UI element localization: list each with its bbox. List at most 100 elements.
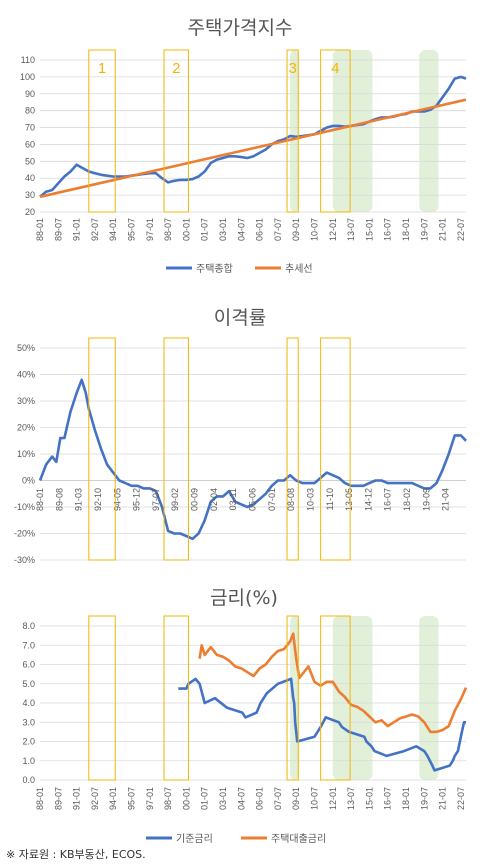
y-tick-label: 0% xyxy=(22,476,35,486)
x-tick-label: 99-02 xyxy=(170,488,180,511)
gridlines xyxy=(40,59,466,781)
shaded-period-2-1 xyxy=(332,616,373,780)
y-tick-label: 2.0 xyxy=(22,737,35,747)
series-line-2-0 xyxy=(178,677,466,772)
x-tick-label: 10-07 xyxy=(310,787,320,810)
x-tick-label: 98-07 xyxy=(163,218,173,241)
x-tick-label: 05-06 xyxy=(247,488,257,511)
y-tick-label: 100 xyxy=(20,72,35,82)
legend-label: 주택종합 xyxy=(196,263,233,275)
y-tick-label: 60 xyxy=(25,139,35,149)
series-line-0-0 xyxy=(39,75,467,198)
x-tick-label: 95-07 xyxy=(127,787,137,810)
x-tick-label: 06-01 xyxy=(255,787,265,810)
period-box-4 xyxy=(320,49,351,213)
axis-labels: 20 30 40 50 60 70 80 90 100 110 88-01 89-07 91-01 92-… xyxy=(14,55,466,810)
x-tick-label: 22-07 xyxy=(456,787,466,810)
x-tick-label: 97-07 xyxy=(151,488,161,511)
x-tick-label: 19-09 xyxy=(421,488,431,511)
shaded-period-0-0 xyxy=(290,50,300,212)
legend-label: 추세선 xyxy=(285,263,313,275)
x-tick-label: 95-07 xyxy=(127,218,137,241)
x-tick-label: 19-07 xyxy=(419,218,429,241)
x-tick-label: 09-01 xyxy=(291,787,301,810)
y-tick-label: 90 xyxy=(25,89,35,99)
y-tick-label: -30% xyxy=(14,555,35,565)
y-tick-label: 5.0 xyxy=(22,679,35,689)
x-tick-label: 10-07 xyxy=(310,218,320,241)
x-tick-label: 13-05 xyxy=(344,488,354,511)
x-tick-label: 16-07 xyxy=(383,218,393,241)
x-tick-label: 94-01 xyxy=(108,787,118,810)
y-tick-label: -10% xyxy=(14,502,35,512)
x-tick-label: 00-01 xyxy=(181,787,191,810)
x-tick-label: 14-12 xyxy=(363,488,373,511)
x-tick-label: 97-01 xyxy=(145,218,155,241)
x-tick-label: 01-07 xyxy=(200,218,210,241)
x-tick-label: 08-08 xyxy=(286,488,296,511)
y-tick-label: 40% xyxy=(17,370,35,380)
period-box-label: 4 xyxy=(331,60,339,77)
period-box-3 xyxy=(286,49,299,213)
x-tick-label: 18-02 xyxy=(402,488,412,511)
x-tick-label: 18-01 xyxy=(401,218,411,241)
x-tick-label: 01-07 xyxy=(200,787,210,810)
x-tick-label: 18-01 xyxy=(401,787,411,810)
x-tick-label: 12-01 xyxy=(328,787,338,810)
x-tick-label: 89-07 xyxy=(53,787,63,810)
x-tick-label: 04-07 xyxy=(236,218,246,241)
y-tick-label: 50% xyxy=(17,343,35,353)
x-tick-label: 03-01 xyxy=(218,218,228,241)
x-tick-label: 13-07 xyxy=(346,218,356,241)
x-tick-label: 92-07 xyxy=(90,218,100,241)
x-tick-label: 02-04 xyxy=(209,488,219,511)
series-line-1-0 xyxy=(38,378,467,541)
x-tick-label: 22-07 xyxy=(456,218,466,241)
x-tick-label: 94-05 xyxy=(112,488,122,511)
legend-label: 주택대출금리 xyxy=(271,833,326,845)
data-series xyxy=(38,75,468,772)
x-tick-label: 15-01 xyxy=(364,218,374,241)
x-tick-label: 92-10 xyxy=(93,488,103,511)
x-tick-label: 89-08 xyxy=(54,488,64,511)
period-box-1 xyxy=(88,615,116,781)
y-tick-label: -20% xyxy=(14,529,35,539)
x-tick-label: 98-07 xyxy=(163,787,173,810)
y-tick-label: 6.0 xyxy=(22,660,35,670)
y-tick-label: 7.0 xyxy=(22,640,35,650)
x-tick-label: 03-11 xyxy=(228,488,238,510)
y-tick-label: 0.0 xyxy=(22,775,35,785)
x-tick-label: 11-10 xyxy=(325,488,335,510)
x-tick-label: 21-01 xyxy=(438,787,448,810)
y-tick-label: 30% xyxy=(17,396,35,406)
period-box-2 xyxy=(163,615,189,781)
x-tick-label: 00-01 xyxy=(181,218,191,241)
x-tick-label: 88-01 xyxy=(35,787,45,810)
y-tick-label: 1.0 xyxy=(22,756,35,766)
period-box-2 xyxy=(163,337,189,561)
chart1-title: 주택가격지수 xyxy=(188,17,293,39)
period-box-4 xyxy=(320,337,351,561)
x-tick-label: 89-07 xyxy=(53,218,63,241)
x-tick-label: 13-07 xyxy=(346,787,356,810)
period-box-2 xyxy=(163,49,189,213)
x-tick-label: 10-03 xyxy=(305,488,315,511)
x-tick-label: 07-01 xyxy=(267,488,277,511)
x-tick-label: 91-01 xyxy=(72,787,82,810)
y-tick-label: 50 xyxy=(25,156,35,166)
period-box-3 xyxy=(286,615,299,781)
chart3-title: 금리(%) xyxy=(210,587,278,609)
x-tick-label: 03-01 xyxy=(218,787,228,810)
y-tick-label: 110 xyxy=(21,55,35,65)
x-tick-label: 16-07 xyxy=(383,787,393,810)
y-tick-label: 20 xyxy=(25,207,35,217)
y-tick-label: 20% xyxy=(17,423,35,433)
x-tick-label: 92-07 xyxy=(90,787,100,810)
y-tick-label: 80 xyxy=(25,106,35,116)
period-box-label: 3 xyxy=(288,60,296,77)
y-tick-label: 70 xyxy=(25,123,35,133)
shaded-periods xyxy=(290,50,439,780)
x-tick-label: 94-01 xyxy=(108,218,118,241)
